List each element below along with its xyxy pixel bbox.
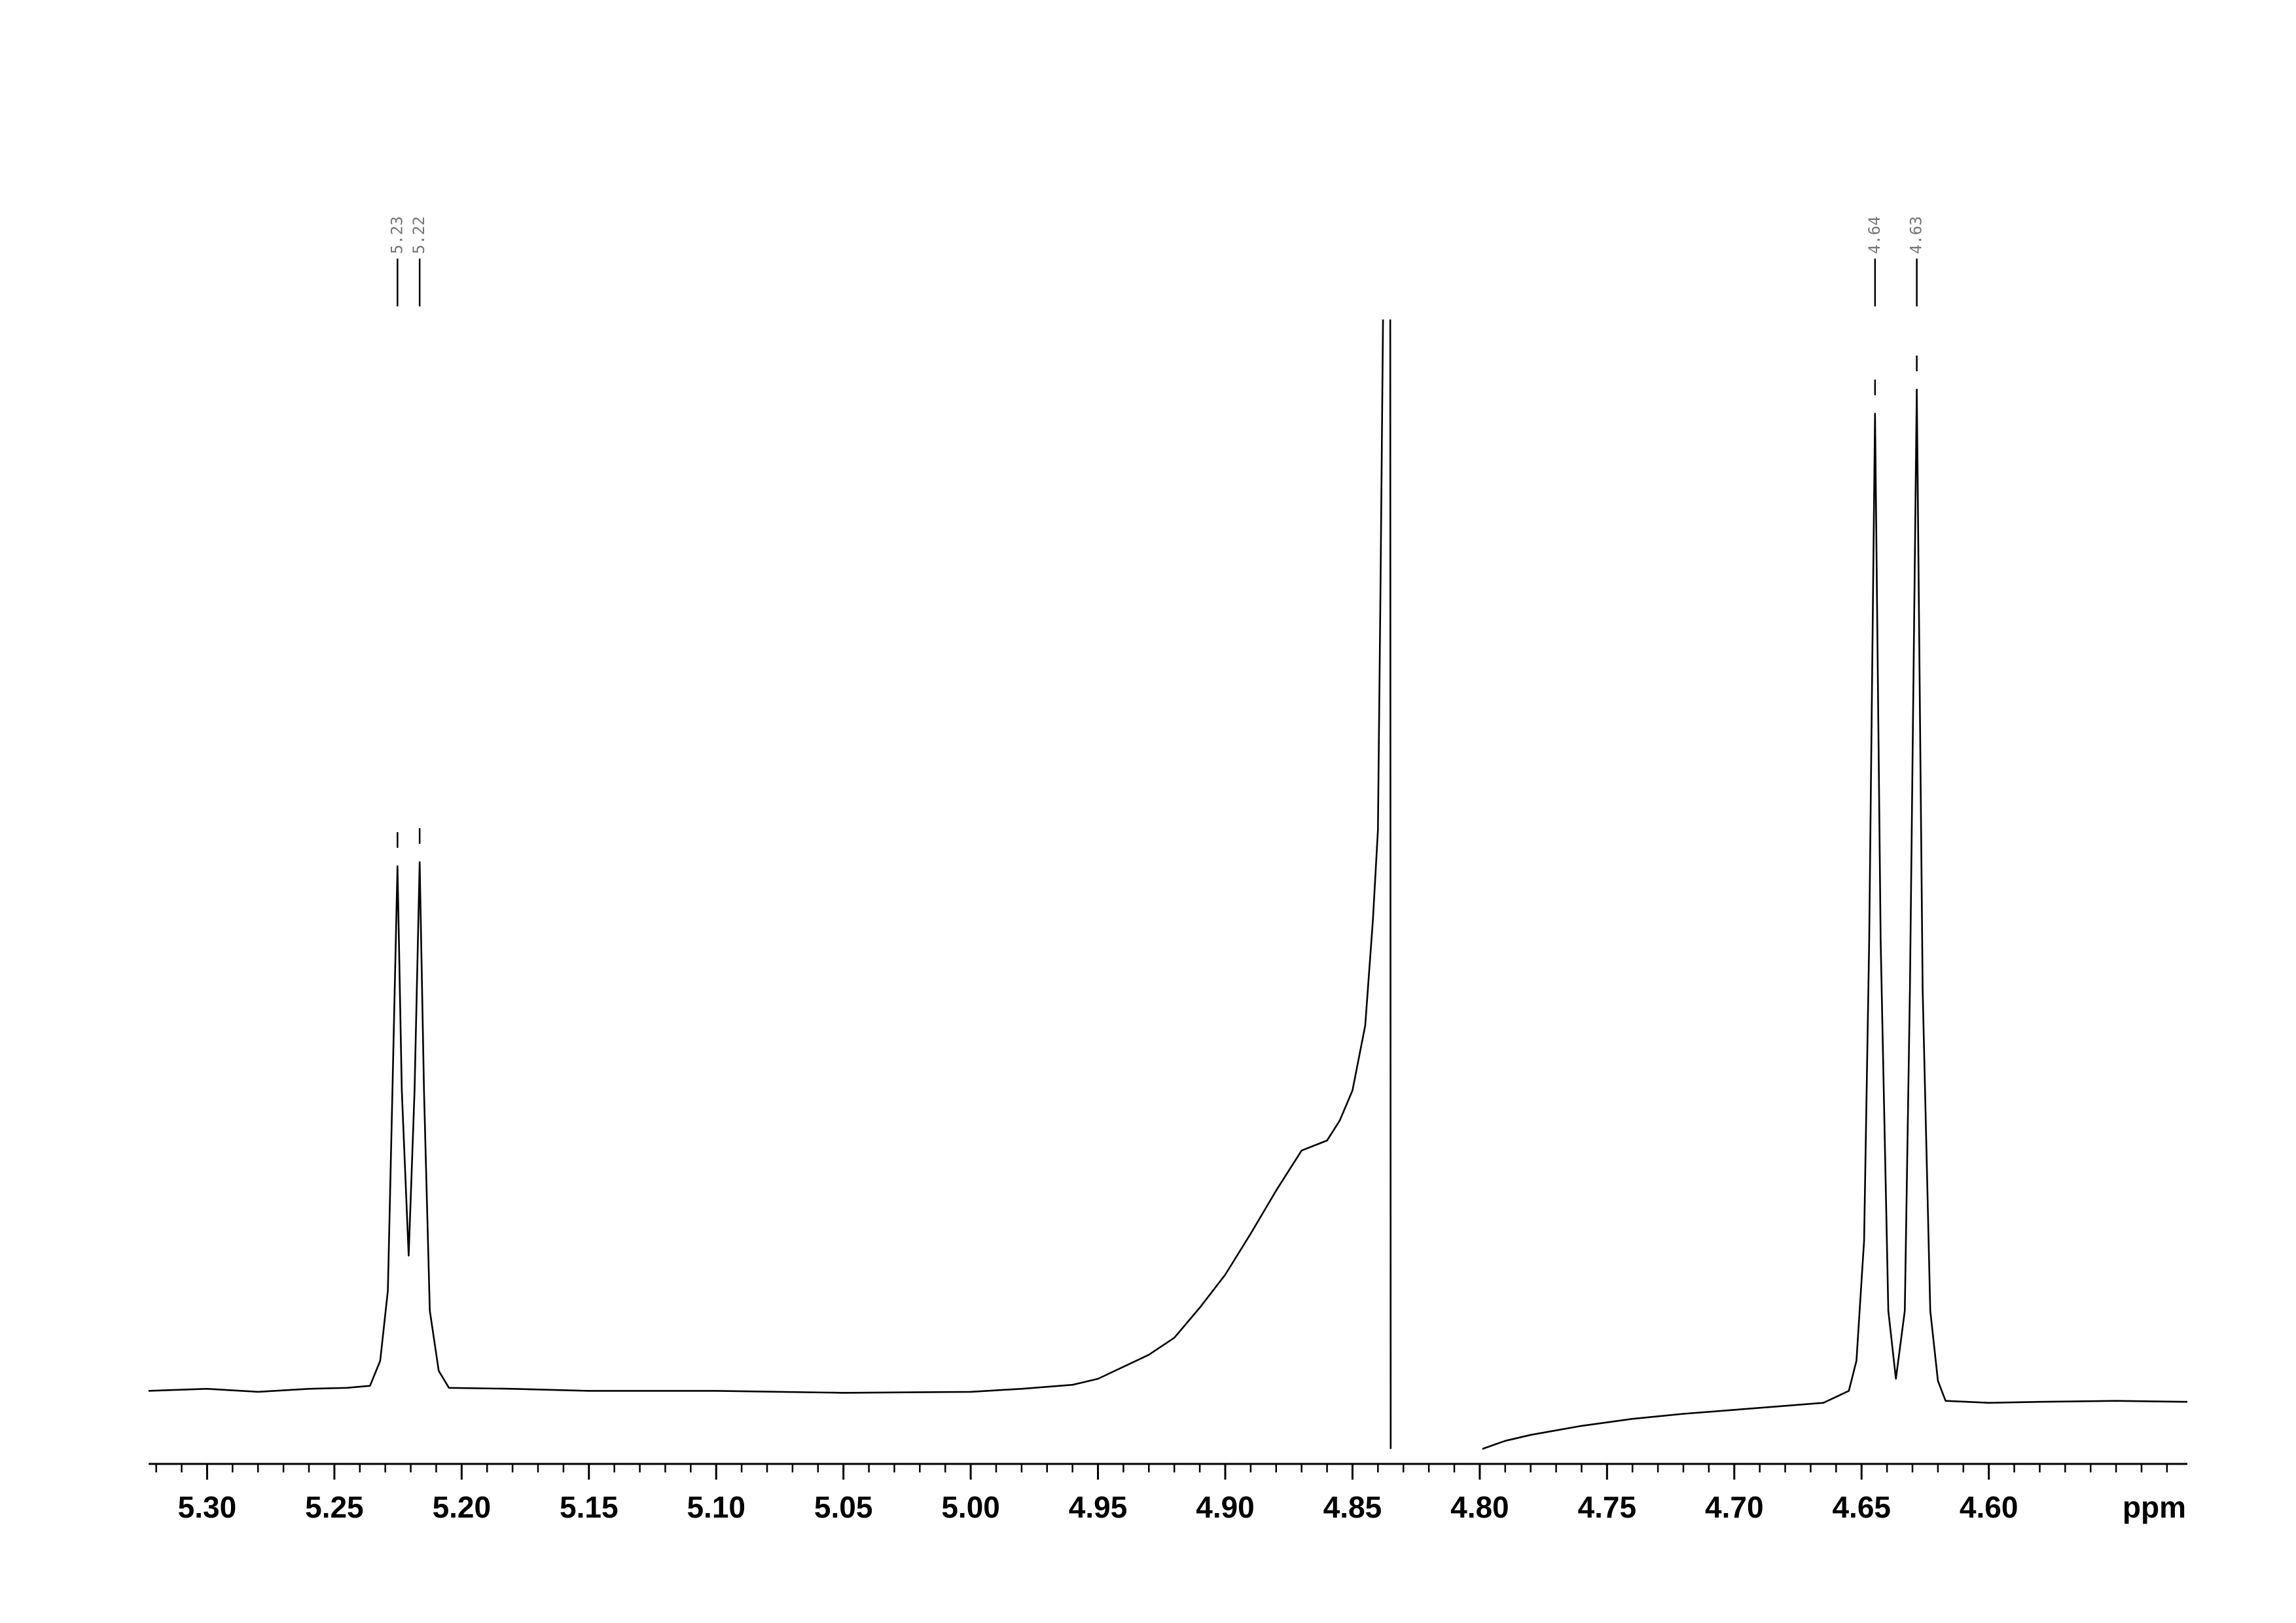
x-tick-label: 4.90 <box>1196 1490 1255 1524</box>
x-tick-label: 5.20 <box>433 1490 492 1524</box>
x-axis-label: ppm <box>2123 1490 2186 1524</box>
spectrum-line <box>148 319 2188 1450</box>
x-tick-label: 4.65 <box>1832 1490 1891 1524</box>
x-tick-label: 5.15 <box>560 1490 619 1524</box>
x-tick-label: 4.75 <box>1578 1490 1637 1524</box>
x-tick-label: 4.70 <box>1705 1490 1764 1524</box>
x-tick-label: 4.85 <box>1323 1490 1382 1524</box>
x-tick-label: 5.00 <box>941 1490 1000 1524</box>
x-tick-label: 5.25 <box>305 1490 364 1524</box>
peak-label: 5.23 <box>387 216 406 254</box>
peak-label: 4.63 <box>1907 216 1926 254</box>
x-tick-label: 4.80 <box>1450 1490 1509 1524</box>
x-tick-label: 4.60 <box>1960 1490 2018 1524</box>
x-tick-label: 5.10 <box>687 1490 745 1524</box>
peak-label: 4.64 <box>1865 216 1884 254</box>
x-tick-label: 4.95 <box>1069 1490 1128 1524</box>
x-tick-label: 5.30 <box>178 1490 237 1524</box>
x-tick-label: 5.05 <box>814 1490 873 1524</box>
peak-label: 5.22 <box>410 216 428 254</box>
